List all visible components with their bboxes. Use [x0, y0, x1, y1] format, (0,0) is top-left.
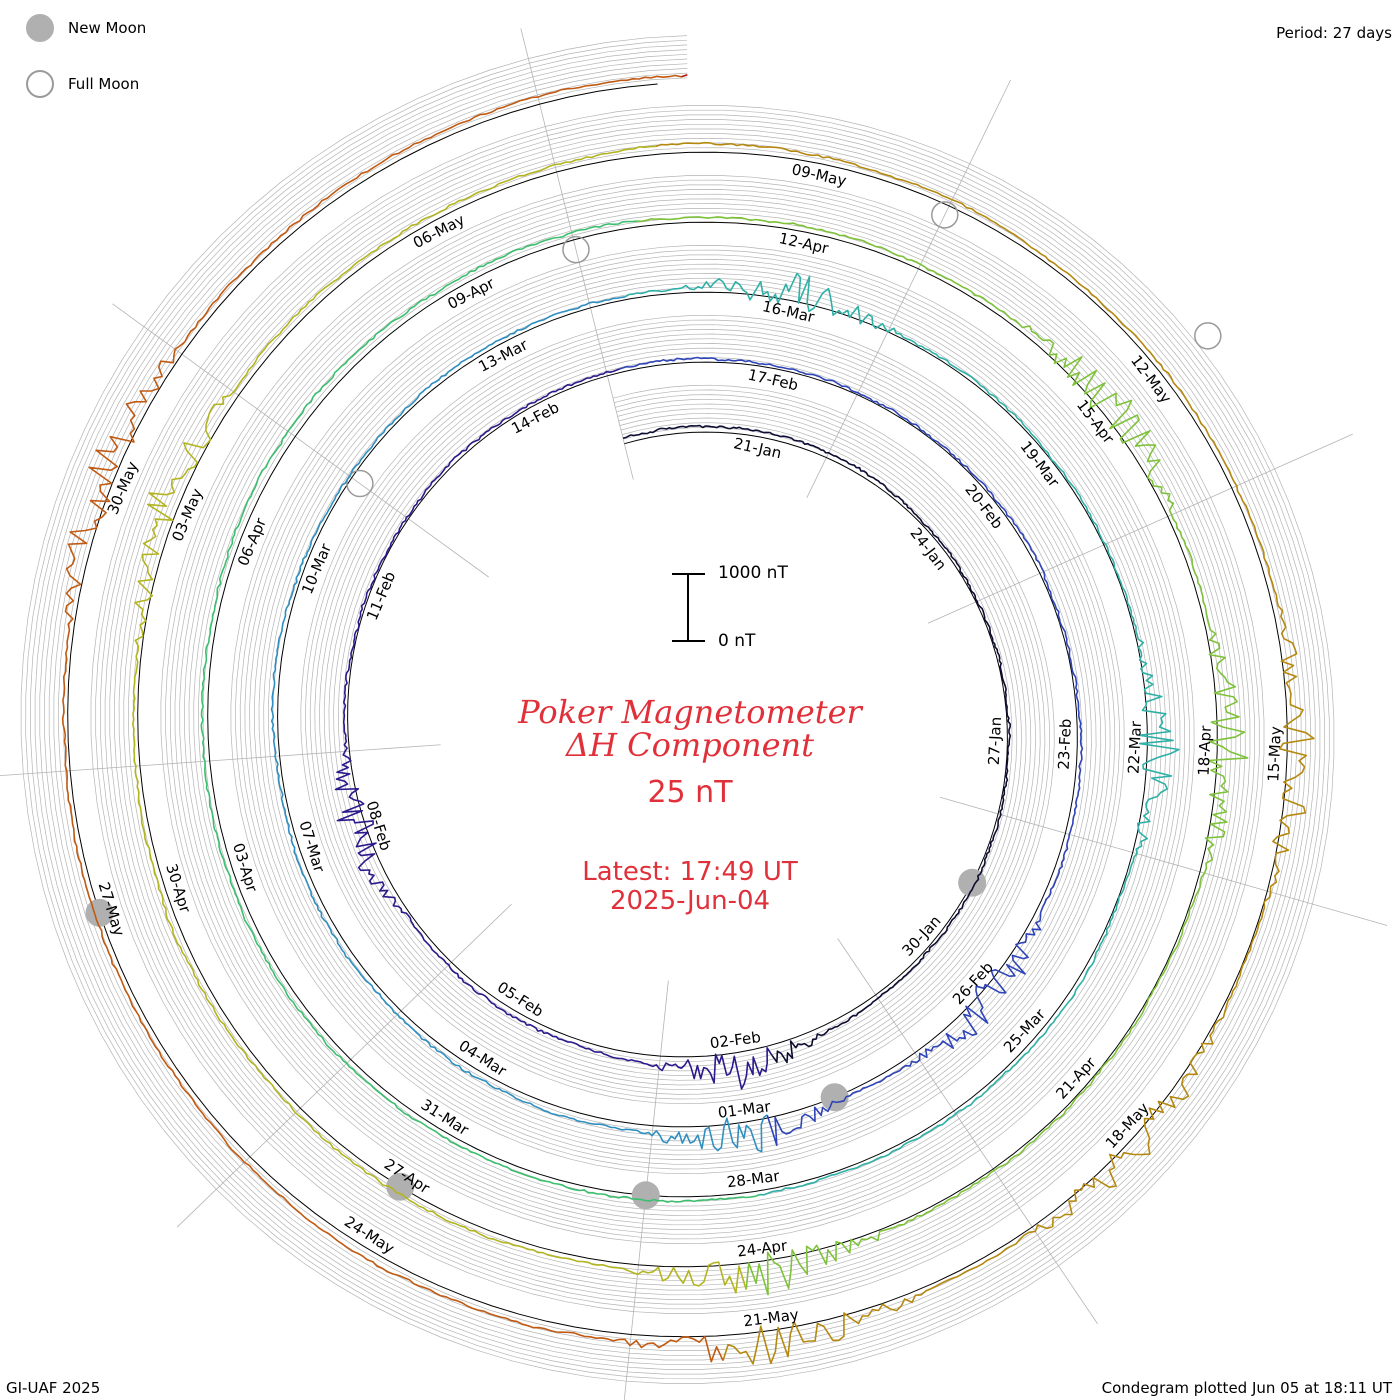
- period-label: Period: 27 days: [1276, 24, 1392, 42]
- full-moon-marker: [562, 235, 590, 264]
- date-label: 28-Mar: [726, 1167, 781, 1192]
- trace-segment: [681, 73, 688, 78]
- chart-resolution: 25 nT: [647, 775, 733, 810]
- date-label: 16-Mar: [761, 297, 817, 326]
- date-label: 31-Mar: [418, 1095, 473, 1139]
- date-label: 12-Apr: [777, 229, 831, 258]
- date-label: 10-Mar: [298, 540, 335, 596]
- date-label: 30-May: [104, 459, 142, 517]
- trace-segment: [132, 145, 747, 1294]
- baseline-path: [67, 83, 1288, 1338]
- trace-segment: [270, 296, 768, 1153]
- ring-grid-line: [25, 39, 1330, 1380]
- ring-grid: [20, 35, 1335, 1384]
- date-label: 05-Feb: [494, 978, 547, 1021]
- footer-credit: GI-UAF 2025: [6, 1379, 101, 1397]
- scale-bottom-label: 0 nT: [718, 631, 756, 651]
- ring-grid-line: [30, 44, 1325, 1375]
- radial-grid-line: [927, 433, 1353, 624]
- date-label: 15-May: [1264, 726, 1285, 782]
- date-label: 27-Jan: [985, 716, 1005, 765]
- date-label: 24-May: [341, 1213, 398, 1258]
- date-label: 22-Mar: [1125, 720, 1146, 774]
- trace-segment: [619, 356, 1084, 1147]
- full-moon-marker: [1194, 322, 1222, 350]
- date-label: 18-Apr: [1195, 724, 1215, 776]
- date-label: 03-May: [168, 486, 206, 544]
- date-label: 09-May: [790, 160, 848, 190]
- legend-full-moon: Full Moon: [26, 70, 139, 98]
- ring-grid-line: [58, 72, 1297, 1347]
- radial-grid-line: [623, 980, 669, 1400]
- chart-title: Poker Magnetometer: [518, 693, 862, 731]
- latest-time: Latest: 17:49 UT: [582, 857, 798, 887]
- date-label: 14-Feb: [508, 398, 562, 437]
- footer-plot-time: Condegram plotted Jun 05 at 18:11 UT: [1101, 1379, 1392, 1397]
- new-moon-marker: [820, 1083, 849, 1112]
- new-moon-icon: [26, 14, 54, 42]
- date-label: 23-Feb: [1055, 718, 1075, 770]
- date-label: 21-Jan: [732, 434, 783, 462]
- dh-trace: [61, 73, 1315, 1365]
- trace-segment: [637, 216, 1249, 1296]
- full-moon-marker: [346, 469, 374, 498]
- chart-component: ΔH Component: [565, 726, 815, 764]
- ring-grid-line: [44, 58, 1311, 1361]
- moon-markers: [85, 201, 1222, 1210]
- radial-grid-line: [520, 28, 634, 480]
- date-label: 13-Mar: [475, 335, 531, 376]
- radial-grid-line: [0, 744, 441, 777]
- ring-grid-line: [39, 53, 1316, 1366]
- trace-segment: [622, 424, 1012, 1064]
- trace-segment: [61, 74, 724, 1363]
- radial-grid-line: [176, 903, 512, 1228]
- ring-grid-line: [34, 49, 1321, 1370]
- date-label: 02-Feb: [709, 1028, 762, 1052]
- scale-top-label: 1000 nT: [718, 563, 788, 583]
- latest-date: 2025-Jun-04: [609, 886, 771, 916]
- baseline-spiral: [67, 83, 1288, 1338]
- full-moon-marker: [931, 201, 959, 229]
- trace-segment: [200, 220, 760, 1203]
- trace-segment: [655, 141, 1315, 1365]
- ring-grid-line: [53, 68, 1302, 1351]
- trace-segment: [624, 272, 1180, 1196]
- trace-segment: [334, 368, 773, 1090]
- full-moon-icon: [26, 70, 54, 98]
- new-moon-marker: [631, 1181, 660, 1210]
- new-moon-marker: [386, 1172, 415, 1201]
- ring-grid-line: [48, 63, 1307, 1356]
- radial-grid-line: [806, 79, 1011, 498]
- legend-new-moon: New Moon: [26, 14, 146, 42]
- date-label: 04-Mar: [455, 1036, 510, 1080]
- new-moon-marker: [958, 868, 987, 897]
- date-label: 06-May: [410, 211, 468, 253]
- date-label: 17-Feb: [746, 366, 800, 395]
- legend-full-moon-label: Full Moon: [68, 75, 140, 93]
- legend-new-moon-label: New Moon: [68, 19, 147, 37]
- ring-grid-line: [20, 35, 1335, 1384]
- scale-bar: [672, 573, 705, 642]
